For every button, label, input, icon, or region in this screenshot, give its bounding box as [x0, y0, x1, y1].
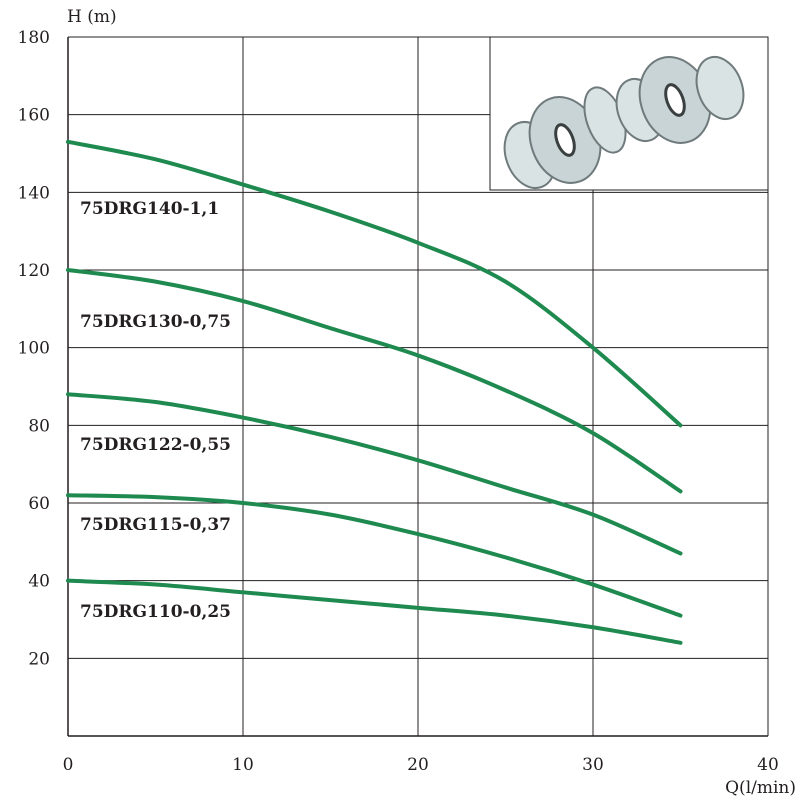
curve-75DRG140-1,1 — [66, 139, 683, 428]
y-tick-label: 100 — [18, 339, 50, 359]
series-labels: 75DRG140-1,1 75DRG130-0,75 75DRG122-0,55 75… — [80, 199, 231, 622]
y-tick-label: 20 — [28, 649, 50, 669]
impeller-eye — [554, 123, 576, 157]
y-tick-label: 180 — [18, 28, 50, 48]
curve-75DRG115-0,37 — [66, 493, 683, 618]
series-label: 75DRG122-0,55 — [80, 435, 231, 455]
impeller-eye — [664, 83, 686, 117]
y-tick-label: 160 — [18, 106, 50, 126]
x-tick-label: 0 — [63, 755, 74, 775]
curve-75DRG122-0,55 — [66, 392, 683, 556]
series-label: 75DRG115-0,37 — [80, 515, 231, 535]
y-axis-label: H (m) — [67, 7, 117, 27]
x-tick-label: 20 — [407, 755, 429, 775]
curves — [66, 139, 683, 645]
series-label: 75DRG140-1,1 — [80, 199, 219, 219]
series-label: 75DRG110-0,25 — [80, 602, 231, 622]
inset-image-pump-stages — [489, 36, 769, 191]
series-label: 75DRG130-0,75 — [80, 312, 231, 332]
x-tick-label: 10 — [232, 755, 254, 775]
x-tick-label: 30 — [582, 755, 604, 775]
x-tick-label: 40 — [757, 755, 779, 775]
y-tick-label: 140 — [18, 183, 50, 203]
curve-75DRG130-0,75 — [66, 268, 683, 494]
impeller-part — [695, 56, 745, 120]
y-tick-label: 40 — [28, 572, 50, 592]
y-tick-label: 120 — [18, 261, 50, 281]
x-axis-label: Q(l/min) — [725, 778, 796, 798]
tick-labels: 0 10 20 30 40 20 40 60 80 100 120 140 160 180 — [18, 28, 779, 775]
curve-75DRG110-0,25 — [66, 578, 683, 645]
y-tick-label: 80 — [28, 416, 50, 436]
y-tick-label: 60 — [28, 494, 50, 514]
